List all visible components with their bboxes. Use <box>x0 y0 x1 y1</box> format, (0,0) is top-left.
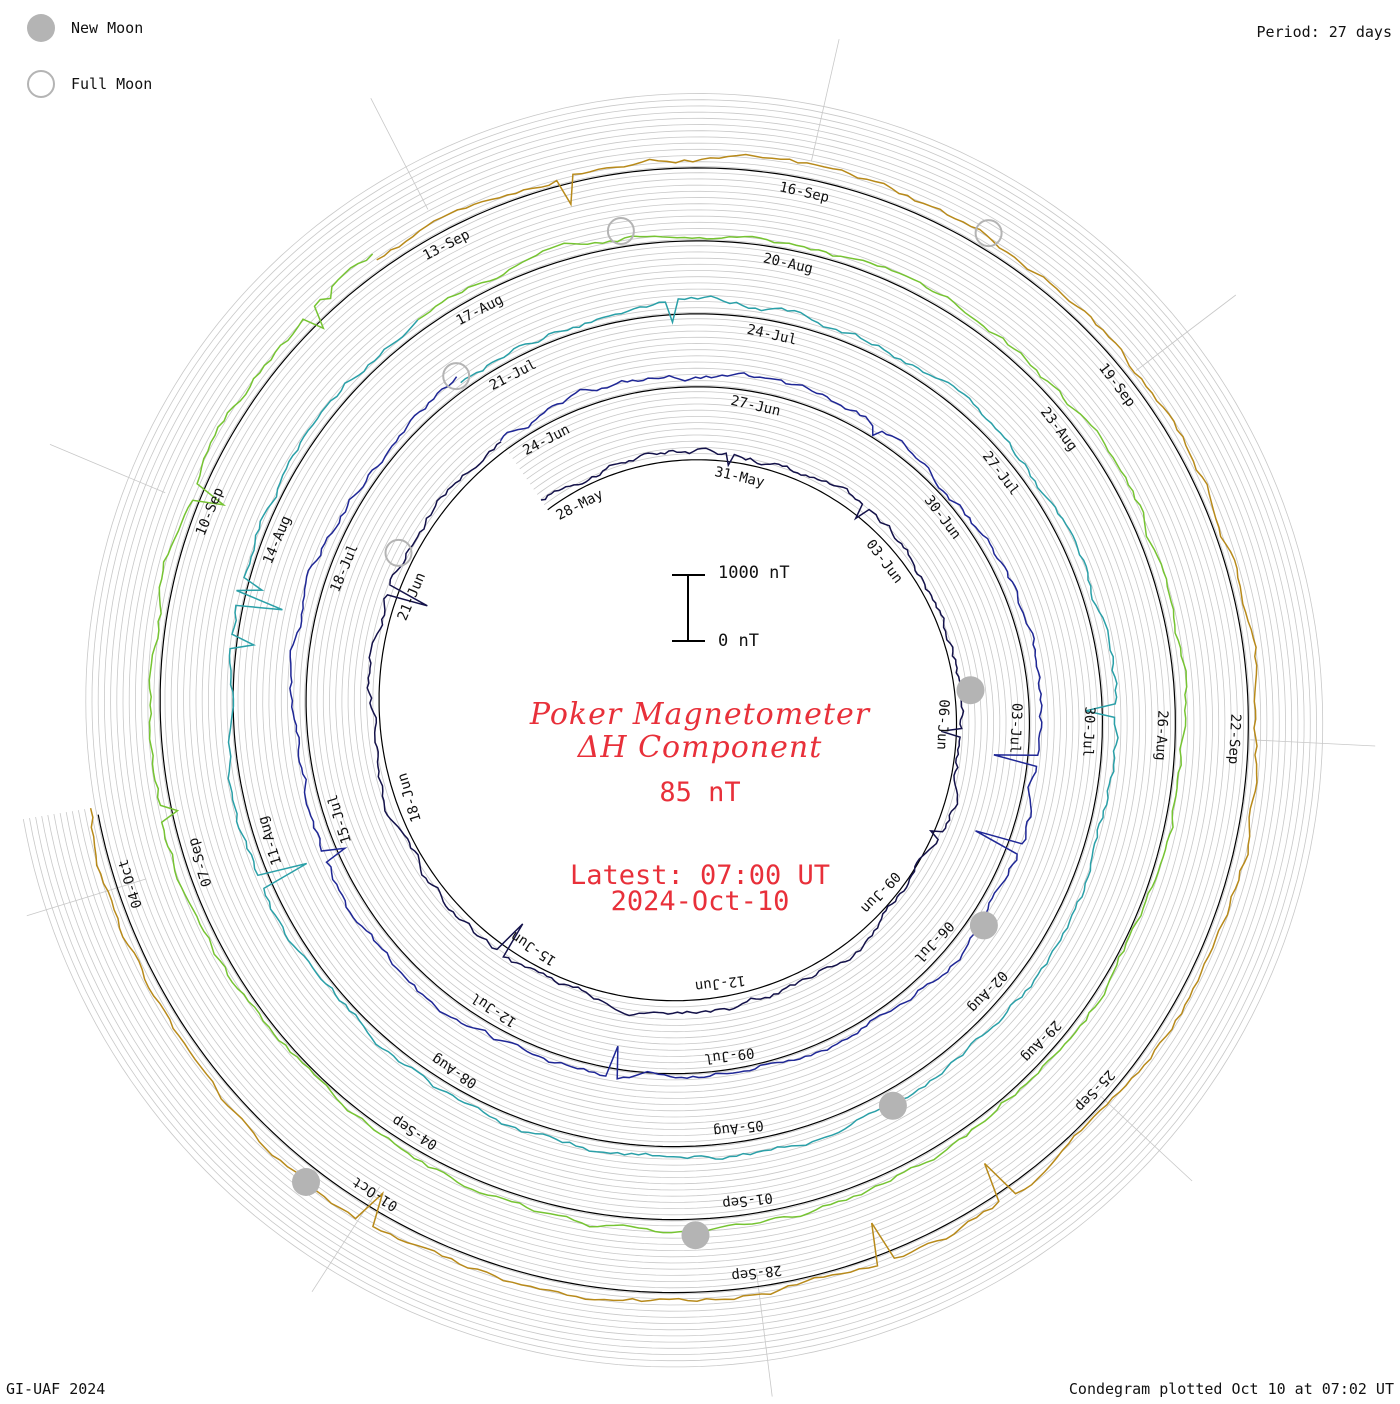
grid-spiral <box>35 105 1311 1355</box>
grid-spiral <box>41 111 1305 1349</box>
new-moon-marker <box>878 1091 907 1120</box>
new-moon-marker <box>681 1221 710 1250</box>
chart-component: ΔH Component <box>577 730 823 765</box>
legend-full-moon-label: Full Moon <box>71 75 153 93</box>
date-label: 01-Sep <box>721 1189 773 1211</box>
baseline <box>97 167 1249 1294</box>
full-moon-marker <box>442 362 471 391</box>
chart-title: Poker Magnetometer <box>529 697 871 732</box>
scale-bottom-label: 0 nT <box>718 631 759 651</box>
trace-rotation-3 <box>227 295 1119 1160</box>
grid-spoke <box>26 878 147 917</box>
full-moon-marker <box>974 219 1003 248</box>
full-moon-marker <box>384 538 413 567</box>
grid-spoke <box>811 39 840 162</box>
grid-spoke <box>311 1186 381 1293</box>
legend-new-moon: New Moon <box>27 14 143 42</box>
grid-spiral <box>65 136 1280 1325</box>
grid-spoke <box>1100 1095 1193 1182</box>
grid-spoke <box>756 1272 773 1397</box>
date-label: 31-May <box>713 464 766 491</box>
date-label: 29-Aug <box>1018 1017 1064 1065</box>
grid-spiral <box>22 93 1324 1368</box>
grid-spoke <box>49 444 166 494</box>
date-label: 06-Jun <box>933 699 951 750</box>
new-moon-icon <box>27 14 55 42</box>
date-label: 02-Aug <box>964 967 1010 1015</box>
date-label: 30-Jul <box>1079 706 1097 757</box>
date-label: 25-Sep <box>1071 1067 1117 1115</box>
date-label: 18-Jul <box>327 542 361 595</box>
grid-spiral <box>53 124 1293 1337</box>
date-label: 03-Jun <box>862 537 905 587</box>
grid-spiral <box>90 161 1255 1300</box>
date-label: 14-Aug <box>260 514 294 567</box>
new-moon-marker <box>292 1168 320 1196</box>
date-label: 26-Aug <box>1152 710 1170 761</box>
date-label: 09-Jul <box>703 1044 755 1066</box>
date-label: 22-Sep <box>1225 713 1243 764</box>
moon-markers <box>292 217 1003 1250</box>
trace-rotation-5 <box>89 153 1258 1303</box>
spiral-grid <box>22 93 1324 1368</box>
full-moon-marker <box>606 217 635 245</box>
latest-date: 2024-Oct-10 <box>610 886 790 917</box>
full-moon-icon <box>27 70 55 98</box>
grid-spoke <box>1135 294 1237 371</box>
day-spokes <box>26 39 1376 1397</box>
date-label: 05-Aug <box>712 1117 764 1139</box>
grid-spiral <box>71 142 1274 1318</box>
date-label: 10-Sep <box>193 485 227 538</box>
date-label: 30-Jun <box>921 493 964 543</box>
legend-new-moon-label: New Moon <box>71 19 144 37</box>
legend-full-moon: Full Moon <box>27 70 152 98</box>
current-value: 85 nT <box>659 777 741 808</box>
date-label: 06-Jul <box>911 918 957 966</box>
grid-spoke <box>370 98 429 210</box>
date-label: 12-Jun <box>694 972 746 994</box>
period-label: Period: 27 days <box>1256 23 1392 41</box>
new-moon-marker <box>969 911 998 940</box>
grid-spiral <box>78 148 1268 1312</box>
date-label: 23-Aug <box>1037 404 1080 454</box>
date-label: 28-May <box>554 487 606 524</box>
date-label: 19-Sep <box>1095 360 1138 410</box>
date-label: 21-Jun <box>395 570 429 623</box>
date-label: 28-Sep <box>731 1261 783 1283</box>
latest-time: Latest: 07:00 UT <box>569 860 831 891</box>
grid-spiral <box>47 117 1299 1343</box>
footer-credit: GI-UAF 2024 <box>6 1380 106 1398</box>
trace-rotation-4 <box>148 235 1188 1234</box>
grid-spiral <box>59 130 1286 1331</box>
date-label: 03-Jul <box>1006 703 1024 754</box>
grid-spiral <box>29 99 1317 1362</box>
magnetometer-trace <box>89 153 1258 1303</box>
grid-spoke <box>1250 739 1376 747</box>
trace-rotation-2 <box>289 372 1043 1080</box>
baseline-spiral <box>97 167 1249 1294</box>
scale-top-label: 1000 nT <box>718 563 790 583</box>
footer-plot-time: Condegram plotted Oct 10 at 07:02 UT <box>1068 1380 1394 1398</box>
new-moon-marker <box>956 676 985 705</box>
trace-rotation-1 <box>366 441 965 1017</box>
